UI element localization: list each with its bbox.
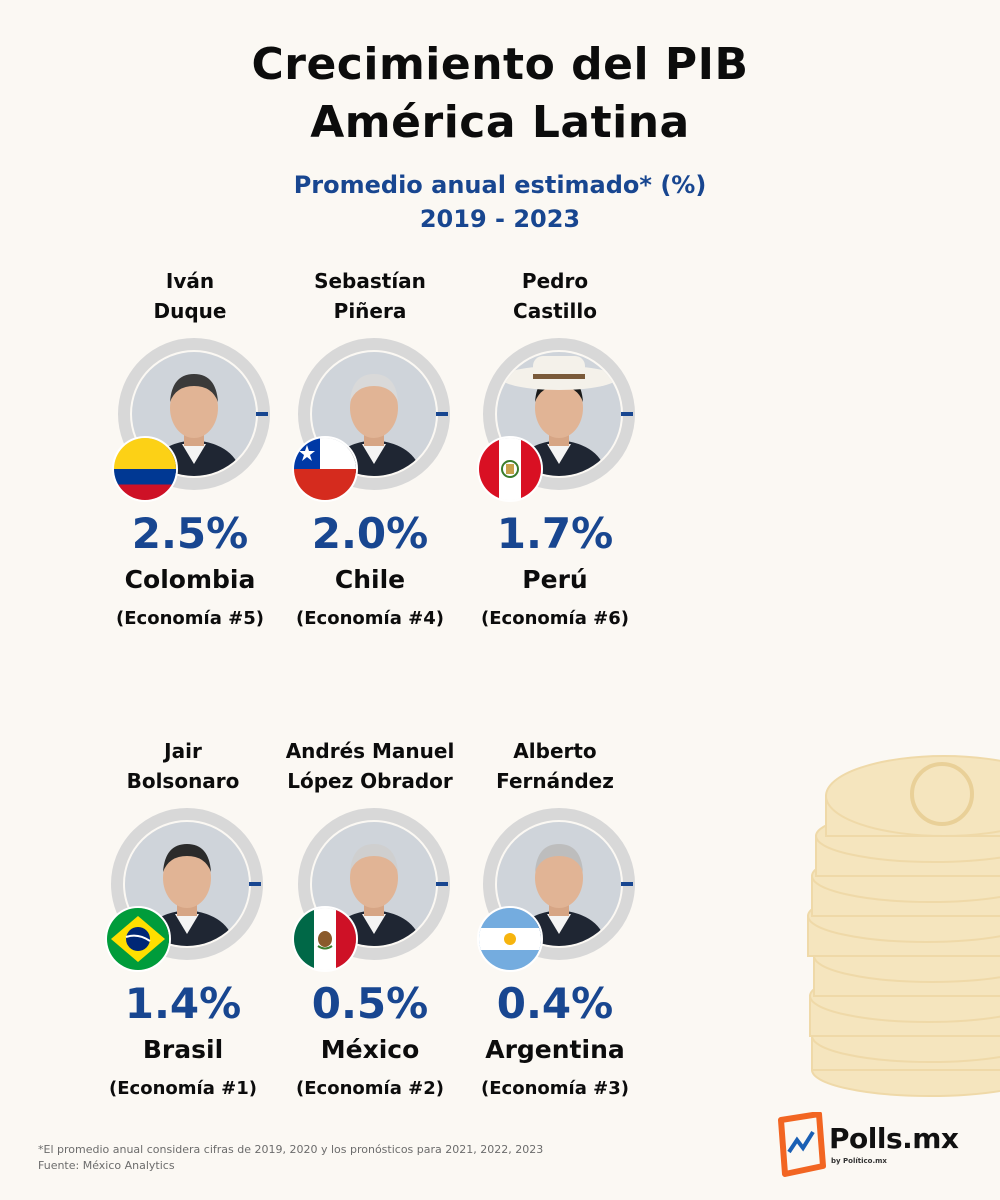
subtitle-line-2: 2019 - 2023 xyxy=(419,205,581,233)
growth-ring xyxy=(477,336,637,502)
growth-ring xyxy=(292,336,452,502)
leader-name: Iván Duque xyxy=(70,266,310,326)
leader-name: Pedro Castillo xyxy=(435,266,675,326)
footnote-text: *El promedio anual considera cifras de 2… xyxy=(38,1143,544,1156)
leader-name-line-2: Fernández xyxy=(496,769,614,793)
economy-rank: (Economía #2) xyxy=(296,1078,444,1099)
mexico-flag-icon xyxy=(292,906,358,972)
leader-name-line-2: López Obrador xyxy=(287,769,453,793)
logo-byline: by Político.mx xyxy=(831,1157,887,1165)
leader-name-line-2: Bolsonaro xyxy=(126,769,240,793)
country-name: Argentina xyxy=(485,1035,625,1064)
subtitle-line-1: Promedio anual estimado* (%) xyxy=(293,171,707,199)
leader-name-line-1: Andrés Manuel xyxy=(285,739,455,763)
peru-flag-icon xyxy=(477,436,543,502)
leader-name: Sebastían Piñera xyxy=(250,266,490,326)
growth-value: 0.4% xyxy=(496,979,614,1028)
leader-name-line-1: Alberto xyxy=(513,739,597,763)
footnote: *El promedio anual considera cifras de 2… xyxy=(38,1142,543,1174)
chile-flag-icon xyxy=(292,436,358,502)
growth-value: 1.7% xyxy=(496,509,614,558)
page-title: Crecimiento del PIB América Latina xyxy=(0,36,1000,152)
country-name: Chile xyxy=(334,565,406,594)
argentina-flag-icon xyxy=(477,906,543,972)
leader-name-line-2: Piñera xyxy=(333,299,407,323)
leader-name-line-2: Duque xyxy=(153,299,227,323)
subtitle: Promedio anual estimado* (%) 2019 - 2023 xyxy=(0,168,1000,236)
growth-value: 0.5% xyxy=(311,979,429,1028)
leader-name: Andrés Manuel López Obrador xyxy=(250,736,490,796)
polls-mx-logo: Polls.mx by Político.mx xyxy=(775,1111,975,1178)
growth-value: 1.4% xyxy=(124,979,242,1028)
growth-ring xyxy=(477,806,637,972)
logo-wordmark: Polls.mx xyxy=(829,1122,959,1155)
leader-name-line-1: Pedro xyxy=(521,269,589,293)
growth-ring xyxy=(292,806,452,972)
growth-value: 2.0% xyxy=(311,509,429,558)
economy-rank: (Economía #5) xyxy=(116,608,264,629)
leader-name-line-1: Jair xyxy=(164,739,202,763)
economy-rank: (Economía #3) xyxy=(481,1078,629,1099)
leader-name: Alberto Fernández xyxy=(435,736,675,796)
economy-rank: (Economía #4) xyxy=(296,608,444,629)
leader-name: Jair Bolsonaro xyxy=(63,736,303,796)
growth-ring xyxy=(112,336,272,502)
leader-name-line-2: Castillo xyxy=(513,299,597,323)
coin-stack-illustration xyxy=(807,755,1000,1097)
economy-rank: (Economía #6) xyxy=(481,608,629,629)
country-name: Colombia xyxy=(124,565,256,594)
country-name: México xyxy=(320,1035,420,1064)
title-line-2: América Latina xyxy=(310,97,690,148)
chart-box-icon xyxy=(778,1111,826,1177)
leader-name-line-1: Sebastían xyxy=(314,269,426,293)
brazil-flag-icon xyxy=(105,906,171,972)
title-line-1: Crecimiento del PIB xyxy=(251,39,749,90)
growth-ring xyxy=(105,806,265,972)
growth-value: 2.5% xyxy=(131,509,249,558)
source-text: Fuente: México Analytics xyxy=(38,1159,175,1172)
country-name: Perú xyxy=(522,565,588,594)
country-name: Brasil xyxy=(142,1035,224,1064)
economy-rank: (Economía #1) xyxy=(109,1078,257,1099)
leader-name-line-1: Iván xyxy=(165,269,215,293)
colombia-flag-icon xyxy=(112,436,178,502)
